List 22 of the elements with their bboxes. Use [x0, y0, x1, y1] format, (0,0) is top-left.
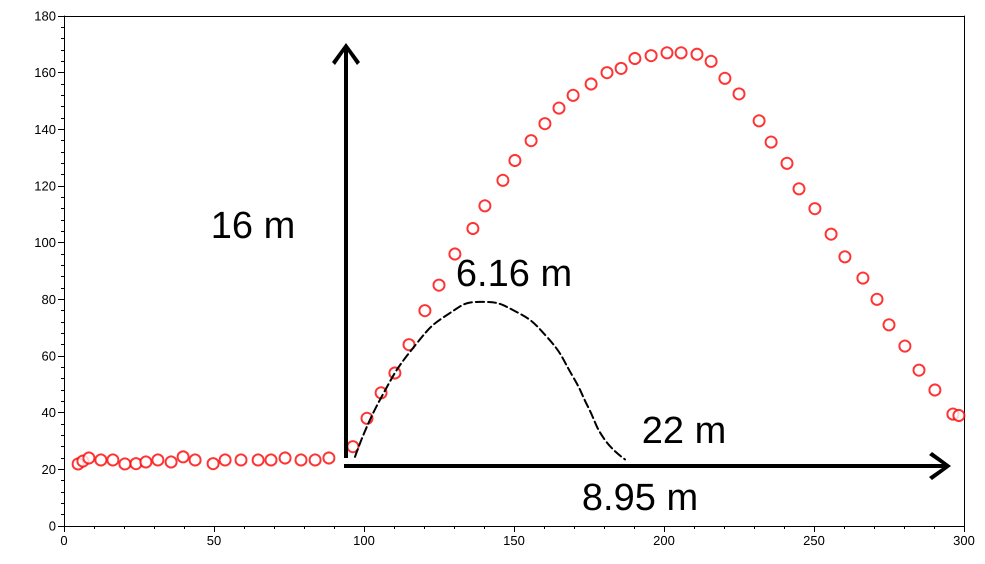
annotation: 6.16 m	[456, 253, 572, 295]
x-tick-label: 0	[60, 533, 68, 548]
y-tick-label: 20	[42, 462, 56, 477]
y-tick-label: 0	[48, 518, 56, 534]
annotation: 8.95 m	[582, 477, 698, 519]
y-tick-label: 140	[34, 122, 56, 137]
y-tick-label: 100	[34, 235, 56, 250]
y-tick-label: 80	[42, 292, 56, 307]
x-tick-label: 300	[953, 533, 975, 548]
annotation: 22 m	[642, 410, 726, 452]
x-tick-label: 150	[503, 533, 525, 548]
x-tick-label: 50	[206, 533, 222, 548]
line-series	[354, 300, 626, 460]
y-tick-label: 160	[34, 65, 56, 80]
x-tick-label: 250	[803, 533, 825, 548]
y-tick-label: 40	[42, 405, 56, 420]
annotation: 16 m	[210, 205, 296, 247]
x-tick-label: 100	[353, 533, 375, 548]
y-tick-label: 180	[34, 8, 56, 24]
y-tick-label: 60	[42, 348, 56, 364]
y-tick-label: 120	[34, 178, 56, 194]
x-tick-label: 200	[653, 533, 675, 548]
